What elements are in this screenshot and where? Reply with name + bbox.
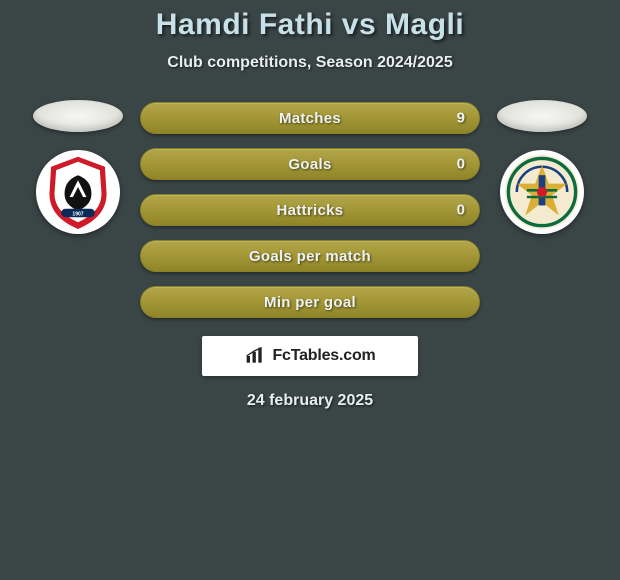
stat-label: Goals — [288, 156, 331, 173]
page-title: Hamdi Fathi vs Magli — [0, 8, 620, 42]
stat-bar-goals-per-match: Goals per match — [140, 240, 480, 272]
stat-bar-goals: Goals 0 — [140, 148, 480, 180]
club-right-badge — [500, 150, 584, 234]
player-right-headshot — [497, 100, 587, 132]
comparison-body: 1907 Matches 9 Goals 0 Hattricks 0 — [0, 100, 620, 318]
stat-bar-hattricks: Hattricks 0 — [140, 194, 480, 226]
stat-right-value: 0 — [457, 202, 465, 219]
al-ahly-crest-icon: 1907 — [36, 150, 120, 234]
stat-right-value: 9 — [457, 110, 465, 127]
player-left-column: 1907 — [28, 100, 128, 234]
svg-text:1907: 1907 — [72, 212, 83, 218]
watermark-badge: FcTables.com — [202, 336, 418, 376]
bar-chart-icon — [244, 346, 266, 366]
haras-crest-icon — [500, 150, 584, 234]
date-label: 24 february 2025 — [0, 392, 620, 410]
stat-label: Goals per match — [249, 248, 371, 265]
stat-label: Matches — [279, 110, 341, 127]
watermark-text: FcTables.com — [272, 347, 375, 365]
stats-bars: Matches 9 Goals 0 Hattricks 0 Goals per … — [140, 100, 480, 318]
player-right-column — [492, 100, 592, 234]
stat-label: Hattricks — [277, 202, 344, 219]
stat-bar-matches: Matches 9 — [140, 102, 480, 134]
player-left-headshot — [33, 100, 123, 132]
stat-right-value: 0 — [457, 156, 465, 173]
comparison-card: Hamdi Fathi vs Magli Club competitions, … — [0, 0, 620, 410]
stat-label: Min per goal — [264, 294, 356, 311]
page-subtitle: Club competitions, Season 2024/2025 — [0, 54, 620, 72]
stat-bar-min-per-goal: Min per goal — [140, 286, 480, 318]
club-left-badge: 1907 — [36, 150, 120, 234]
